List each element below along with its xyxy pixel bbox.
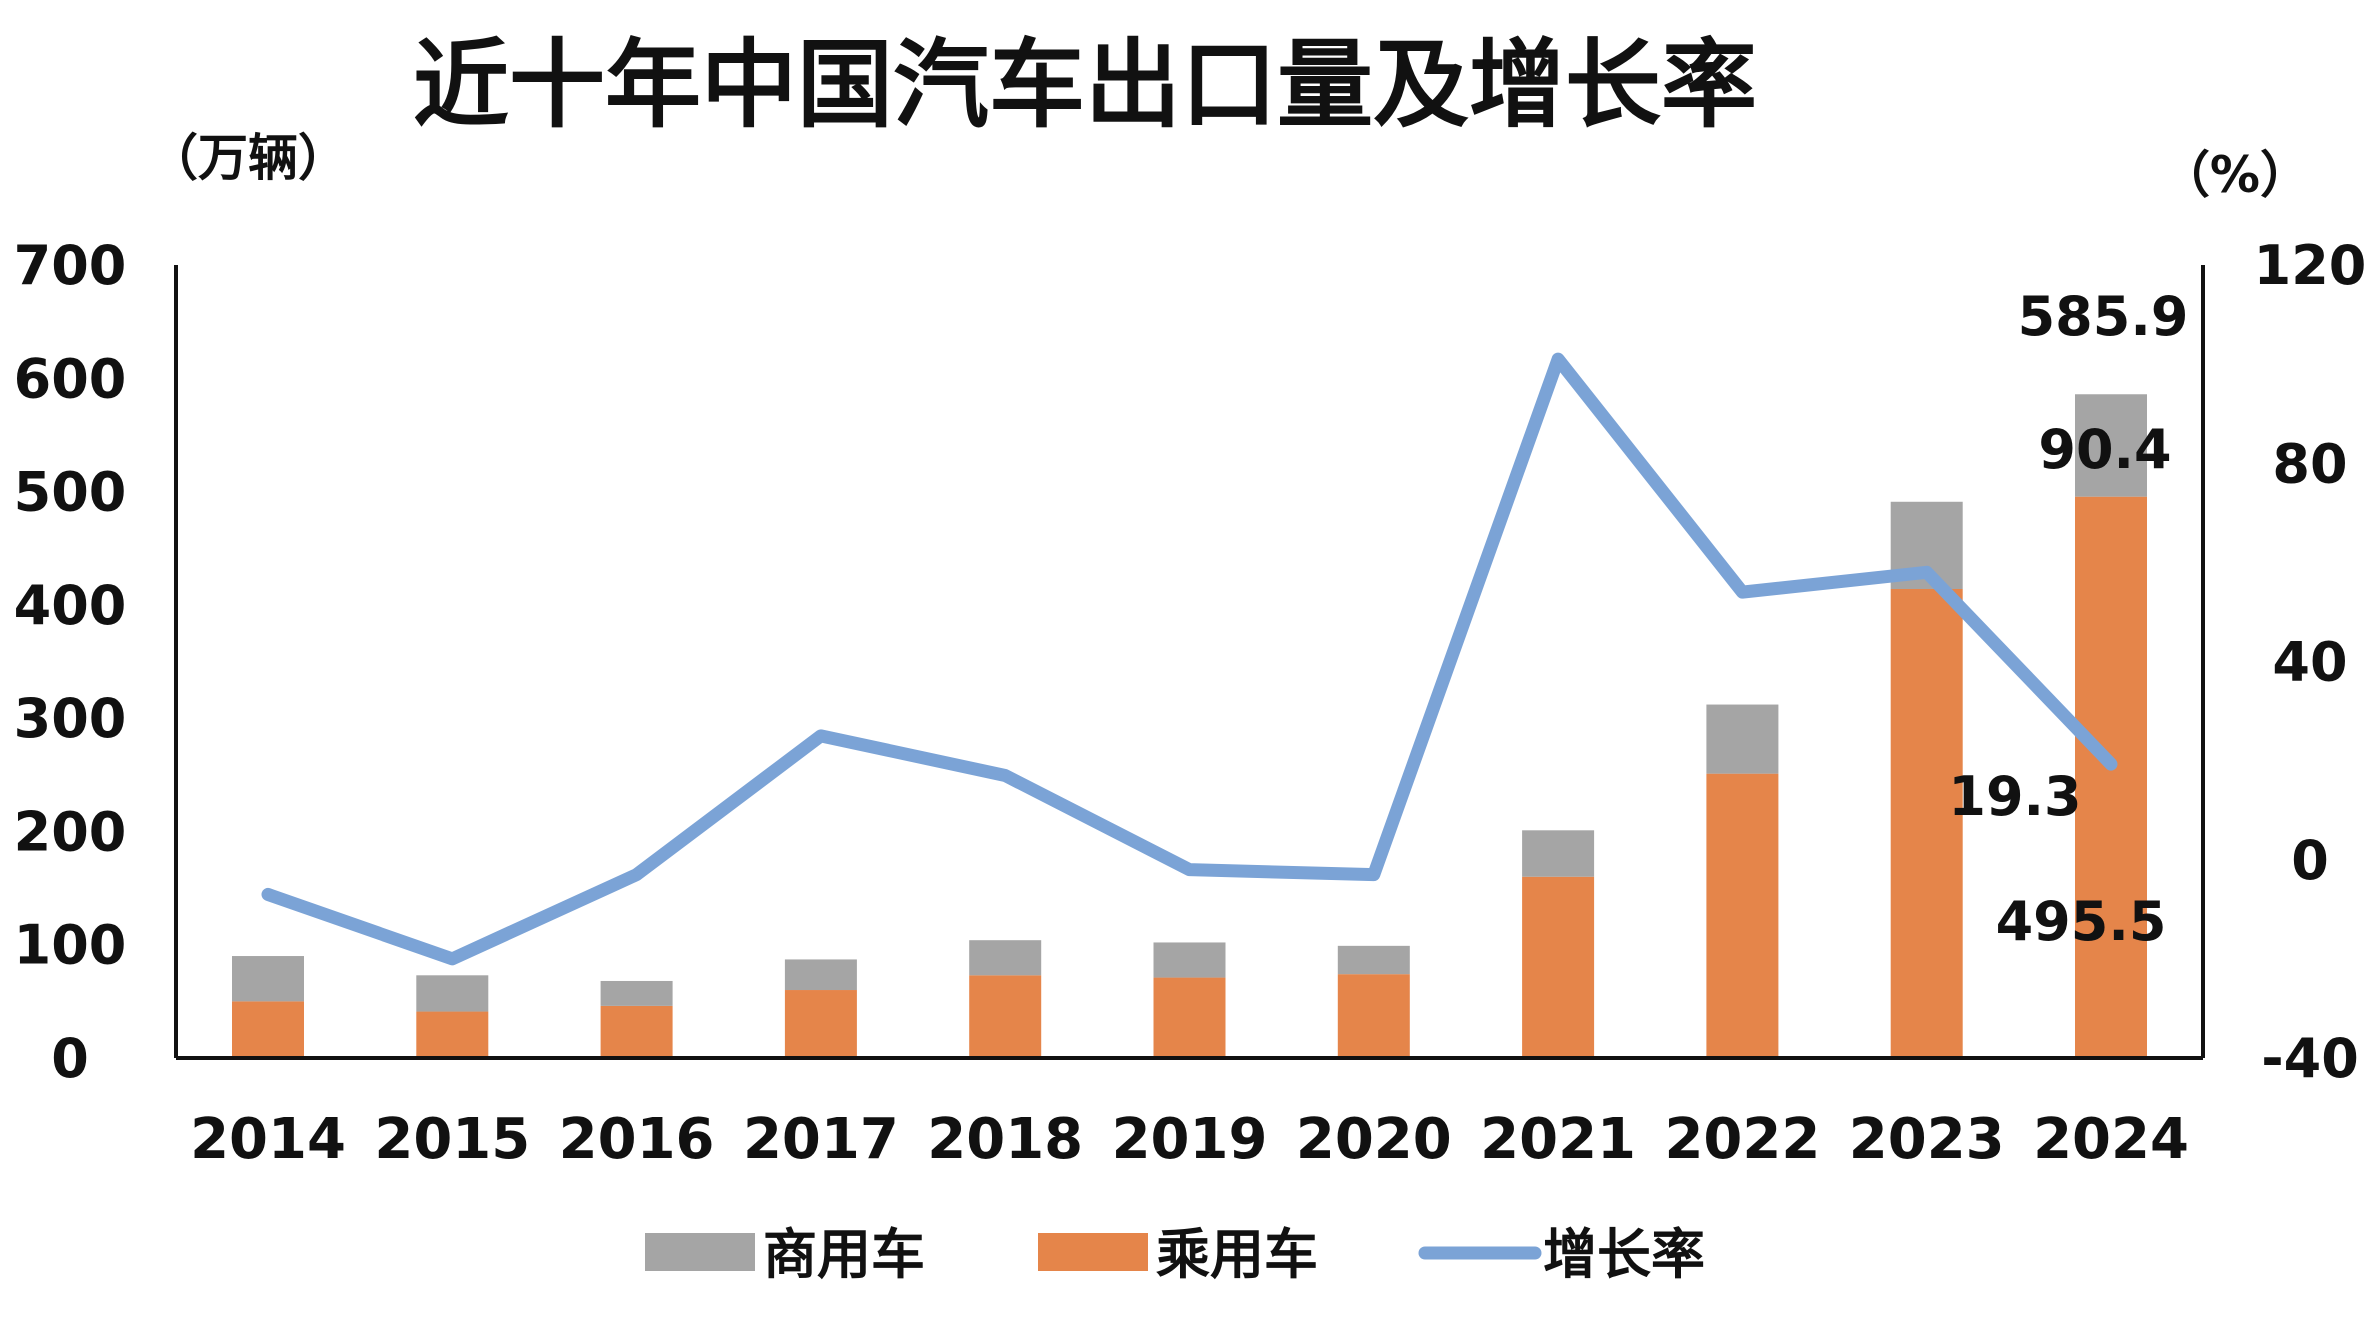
growth-point-2023 [1924,570,1929,575]
growth-point-2016 [634,872,639,877]
left-axis-unit: （万辆） [148,129,348,187]
bar-commercial-2024 [2075,394,2147,497]
x-tick-label: 2018 [927,1107,1083,1172]
right-tick-label: 40 [2272,631,2347,694]
right-tick-label: 0 [2291,829,2329,892]
bar-commercial-2017 [784,959,857,991]
bar-passenger-2024 [2075,496,2147,1058]
bar-commercial-2014 [232,956,304,1002]
left-tick-label: 300 [14,687,127,750]
left-tick-label: 100 [14,914,127,977]
left-tick-label: 400 [14,574,127,637]
bar-passenger-2016 [600,1005,673,1058]
axes-layer: 0 100 200 300 400 500 600 700 -40 0 40 80 120 2014 201… [14,234,2367,1172]
left-tick-label: 600 [14,347,127,410]
right-tick-label: -40 [2261,1027,2359,1090]
bar-passenger-2020 [1337,974,1410,1058]
label-commercial-2024: 90.4 [2038,418,2171,481]
bar-passenger-2022 [1706,773,1779,1058]
bar-passenger-2015 [416,1011,489,1058]
bar-passenger-2023 [1890,588,1963,1058]
bar-commercial-2020 [1337,945,1410,975]
growth-point-2022 [1740,590,1745,595]
x-tick-label: 2021 [1480,1107,1636,1172]
growth-line-layer [261,352,2118,966]
bar-commercial-2021 [1522,830,1595,877]
bar-commercial-2015 [416,975,489,1012]
x-tick-label: 2023 [1849,1107,2005,1172]
left-tick-label: 0 [51,1027,89,1090]
growth-point-2018 [1003,773,1008,778]
x-tick-label: 2014 [190,1107,346,1172]
bar-commercial-2018 [969,940,1042,976]
x-tick-label: 2017 [743,1107,899,1172]
x-tick-label: 2019 [1112,1107,1268,1172]
growth-point-2019 [1187,867,1192,872]
legend-swatch-1 [1038,1233,1148,1271]
x-tick-label: 2015 [374,1107,530,1172]
left-tick-label: 500 [14,461,127,524]
label-passenger-2024: 495.5 [1996,890,2167,953]
right-tick-label: 80 [2272,432,2347,495]
data-labels-layer: 585.9 90.4 19.3 495.5 [1948,285,2188,953]
legend-swatch-0 [645,1233,755,1271]
growth-point-2021 [1556,357,1561,362]
legend: 商用车 乘用车 增长率 [645,1223,1705,1286]
bar-passenger-2019 [1153,977,1226,1058]
left-tick-label: 200 [14,800,127,863]
x-tick-label: 2022 [1664,1107,1820,1172]
legend-label-1: 乘用车 [1156,1223,1318,1286]
x-tick-label: 2024 [2033,1107,2189,1172]
growth-point-2017 [818,733,823,738]
right-axis-unit: （%） [2160,146,2310,204]
growth-point-2020 [1371,872,1376,877]
chart-title: 近十年中国汽车出口量及增长率 [413,29,1757,141]
right-tick-label: 120 [2254,234,2367,297]
bar-passenger-2021 [1522,876,1595,1058]
bar-passenger-2014 [232,1001,304,1058]
bar-commercial-2022 [1706,704,1779,774]
bar-commercial-2016 [600,980,673,1006]
bars-layer [232,394,2147,1058]
legend-label-2: 增长率 [1543,1223,1705,1286]
left-tick-label: 700 [14,234,127,297]
label-growth-2024: 19.3 [1948,765,2081,828]
bar-passenger-2017 [784,990,857,1058]
x-tick-label: 2016 [559,1107,715,1172]
growth-point-2015 [450,956,455,961]
label-total-2024: 585.9 [2018,285,2189,348]
legend-label-0: 商用车 [763,1223,925,1286]
growth-point-2014 [266,892,270,897]
x-tick-label: 2020 [1296,1107,1452,1172]
bar-passenger-2018 [969,975,1042,1058]
growth-point-2024 [2109,762,2113,767]
bar-commercial-2019 [1153,942,1226,978]
